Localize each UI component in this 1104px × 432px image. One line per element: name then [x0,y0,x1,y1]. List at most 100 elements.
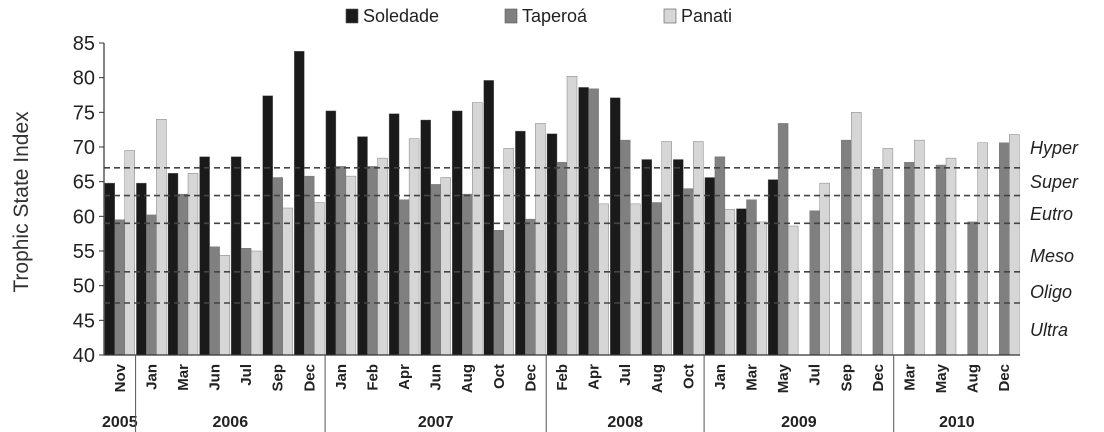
bar-27-1 [967,221,978,356]
bar-1-2 [156,119,167,356]
year-label-1: 2006 [213,414,249,431]
x-tick-label-12: Oct [491,364,508,389]
bar-26-2 [945,157,957,356]
bar-10-2 [440,177,451,356]
legend-label-1: Taperoá [522,6,588,26]
bar-2-0 [167,173,179,356]
x-tick-label-26: May [933,363,950,393]
x-tick-label-25: Mar [901,364,918,391]
legend-label-2: Panati [681,6,732,26]
bar-2-2 [187,173,199,356]
x-tick-label-27: Aug [965,364,982,393]
bar-0-2 [124,150,136,356]
x-tick-label-6: Dec [301,364,318,392]
bar-12-1 [493,229,504,356]
bar-9-2 [408,138,420,356]
x-tick-label-9: Apr [396,364,413,390]
bar-14-0 [546,133,558,356]
bar-9-0 [388,113,400,356]
bar-0-0 [104,182,116,356]
bar-5-0 [262,95,273,356]
bar-22-2 [819,182,830,356]
bar-5-2 [282,207,293,356]
x-tick-label-21: May [775,363,792,393]
year-label-2: 2007 [418,414,454,431]
axes [103,43,1020,356]
bar-11-0 [452,110,463,356]
bar-20-2 [756,221,767,356]
bar-18-2 [693,141,704,356]
bar-23-2 [851,112,862,356]
bar-25-1 [904,162,915,356]
bar-28-1 [999,142,1010,356]
x-tick-label-23: Sep [838,364,855,392]
x-tick-label-19: Jan [712,364,729,390]
y-axis-label: Trophic State Index [10,111,33,293]
bar-21-0 [767,179,779,356]
bar-3-1 [209,246,220,356]
bar-15-0 [578,87,589,356]
y-tick-label-5: 65 [73,172,95,194]
bar-7-1 [335,166,347,356]
bar-4-0 [230,156,242,356]
threshold-label-4: Oligo [1030,282,1072,302]
threshold-label-1: Super [1030,172,1079,192]
bar-1-0 [136,182,147,356]
threshold-label-3: Meso [1030,246,1074,266]
x-tick-label-17: Aug [649,364,666,393]
x-tick-label-16: Jul [617,364,634,386]
y-axis-ticks: 40 45 50 55 60 65 70 75 80 85 [73,33,104,367]
legend-swatch-0 [345,8,359,24]
x-tick-label-22: Jul [807,364,824,386]
x-tick-label-13: Dec [522,364,539,392]
bar-27-2 [977,142,988,356]
y-tick-label-6: 70 [73,137,95,159]
x-tick-label-28: Dec [996,364,1013,392]
y-tick-label-9: 85 [73,33,95,55]
bar-14-1 [556,162,568,356]
bar-1-1 [146,214,157,356]
bar-20-0 [736,208,747,356]
bar-19-0 [704,177,716,356]
bar-24-2 [882,148,894,356]
bar-16-1 [620,139,631,356]
threshold-label-0: Hyper [1030,138,1079,158]
bar-17-0 [641,159,652,356]
y-tick-label-8: 80 [73,68,95,90]
bar-15-2 [598,203,609,356]
bar-8-1 [367,166,378,356]
x-tick-label-5: Sep [270,364,287,392]
bar-6-2 [314,202,325,356]
x-tick-label-0: Nov [112,363,129,392]
bar-7-0 [325,110,337,356]
bar-4-1 [240,247,252,356]
y-tick-label-2: 50 [73,276,95,298]
bar-15-1 [588,88,599,356]
x-tick-label-10: Jun [428,364,445,391]
bar-19-2 [724,209,736,356]
x-tick-label-4: Jul [238,364,255,386]
y-tick-label-7: 75 [73,102,95,124]
bar-21-1 [777,123,789,356]
bar-16-0 [610,97,621,356]
bar-10-1 [430,184,441,356]
bar-13-0 [515,130,526,356]
year-label-3: 2008 [607,414,643,431]
x-axis-month-labels: Nov Jan Mar Jun Jul Sep Dec Jan Feb Apr Jun Aug Oct D… [112,363,1013,393]
bar-25-2 [914,139,925,356]
bar-3-0 [199,156,210,356]
legend-swatch-2 [663,8,677,24]
y-tick-label-0: 40 [73,345,95,367]
x-tick-label-11: Aug [459,364,476,393]
bar-14-2 [566,76,578,356]
bar-17-2 [661,141,672,356]
threshold-label-2: Eutro [1030,204,1073,224]
y-tick-label-3: 55 [73,241,95,263]
bar-8-0 [357,136,368,356]
legend: Soledade Taperoá Panati [345,6,732,26]
bar-17-1 [651,202,662,356]
legend-label-0: Soledade [363,6,439,26]
bar-2-1 [177,193,189,356]
bar-23-1 [841,139,852,356]
